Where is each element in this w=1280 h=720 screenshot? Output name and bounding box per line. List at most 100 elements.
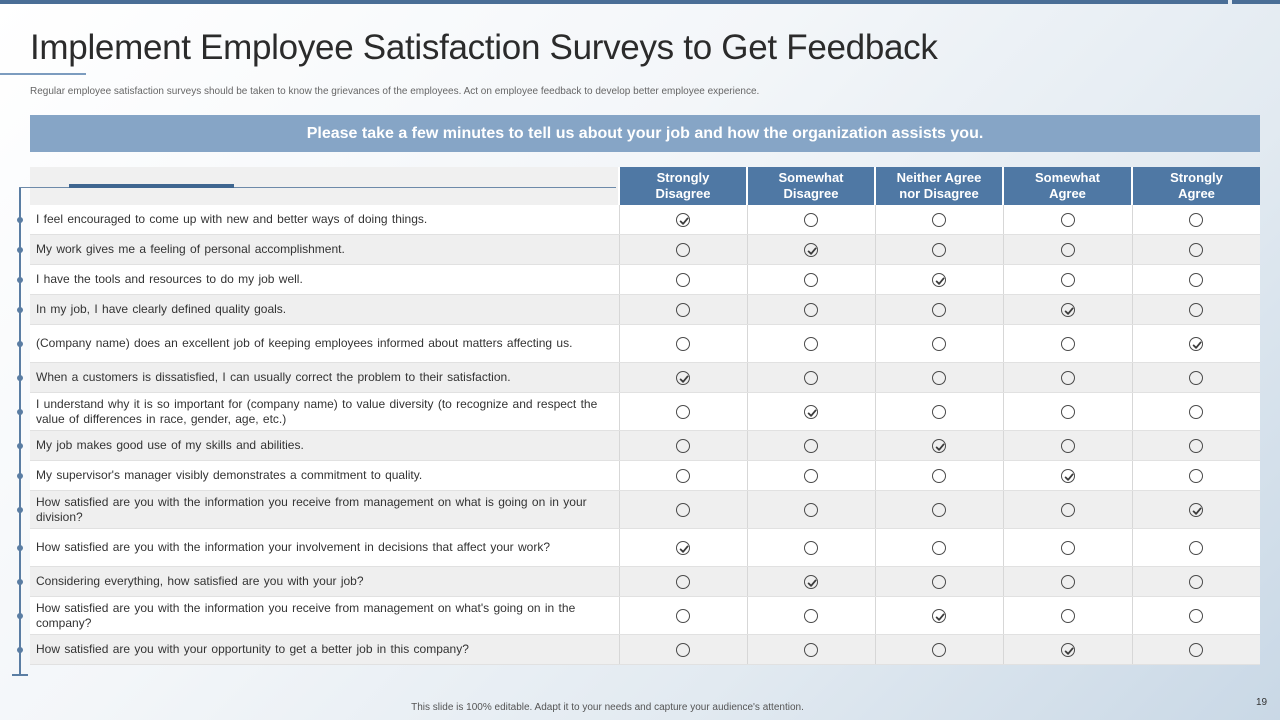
radio-button[interactable] [932,212,946,227]
answer-cell [874,634,1003,665]
radio-button[interactable] [676,336,690,351]
radio-button[interactable] [804,468,818,483]
radio-button[interactable] [676,608,690,623]
radio-button-checked[interactable] [1060,468,1075,483]
title-underline [0,73,86,75]
radio-button[interactable] [804,502,818,517]
answer-cell [746,264,875,295]
checkmark-icon [1064,473,1073,481]
radio-button[interactable] [1189,404,1204,419]
table-row: My work gives me a feeling of personal a… [30,234,1260,265]
radio-button[interactable] [1060,608,1075,623]
radio-button[interactable] [1189,540,1204,555]
radio-button[interactable] [1189,468,1204,483]
radio-button-checked[interactable] [804,242,818,257]
radio-button[interactable] [1189,242,1204,257]
radio-button[interactable] [1060,370,1075,385]
timeline-dot [17,307,23,313]
timeline-dot [17,375,23,381]
radio-button[interactable] [804,272,818,287]
radio-button[interactable] [932,336,946,351]
survey-question: My job makes good use of my skills and a… [30,430,619,461]
radio-button[interactable] [1189,642,1204,657]
answer-cell [1131,634,1260,665]
radio-button[interactable] [804,642,818,657]
radio-button-checked[interactable] [804,574,818,589]
radio-button[interactable] [1189,272,1204,287]
checkmark-icon [1064,647,1073,655]
radio-button[interactable] [1189,438,1204,453]
table-row: How satisfied are you with your opportun… [30,634,1260,665]
survey-table: Strongly Disagree Somewhat Disagree Neithe… [30,167,1260,665]
radio-button-checked[interactable] [1189,336,1204,351]
radio-button[interactable] [1060,574,1075,589]
radio-button[interactable] [1189,370,1204,385]
survey-question: How satisfied are you with the informati… [30,596,619,635]
radio-button[interactable] [1060,212,1075,227]
radio-button[interactable] [1060,336,1075,351]
radio-button[interactable] [932,404,946,419]
timeline-dot [17,579,23,585]
checkmark-icon [807,409,817,417]
survey-question: My supervisor's manager visibly demonstr… [30,460,619,491]
radio-button[interactable] [932,502,946,517]
timeline-dot [17,247,23,253]
radio-button[interactable] [932,468,946,483]
radio-button[interactable] [676,438,690,453]
radio-button[interactable] [1060,438,1075,453]
radio-button[interactable] [932,574,946,589]
radio-button[interactable] [1189,212,1204,227]
radio-button-checked[interactable] [804,404,818,419]
answer-cell [746,205,875,235]
radio-button[interactable] [804,336,818,351]
radio-button[interactable] [1060,502,1075,517]
radio-button[interactable] [676,242,690,257]
radio-button[interactable] [932,642,946,657]
radio-button[interactable] [932,370,946,385]
radio-button-checked[interactable] [1060,642,1075,657]
radio-button-checked[interactable] [1189,502,1204,517]
radio-button[interactable] [1189,302,1204,317]
radio-button-checked[interactable] [676,212,690,227]
radio-button[interactable] [932,540,946,555]
radio-button[interactable] [804,302,818,317]
radio-button[interactable] [1189,574,1204,589]
radio-button[interactable] [804,212,818,227]
answer-cell [874,324,1003,363]
radio-button-checked[interactable] [932,438,946,453]
radio-button-checked[interactable] [932,272,946,287]
column-header-line-1: Strongly [656,170,710,185]
radio-button[interactable] [676,574,690,589]
radio-button[interactable] [1060,272,1075,287]
answer-cell [618,490,747,529]
radio-button[interactable] [1060,540,1075,555]
answer-cell [618,634,747,665]
timeline-dot [17,507,23,513]
answer-cell [746,460,875,491]
radio-button[interactable] [676,502,690,517]
radio-button[interactable] [1189,608,1204,623]
answer-cell [1131,362,1260,393]
radio-button[interactable] [804,608,818,623]
radio-button[interactable] [804,370,818,385]
radio-button-checked[interactable] [676,540,690,555]
radio-button[interactable] [676,468,690,483]
radio-button[interactable] [1060,404,1075,419]
radio-button[interactable] [804,540,818,555]
radio-button[interactable] [676,642,690,657]
radio-button[interactable] [804,438,818,453]
answer-cell [1131,324,1260,363]
radio-button-checked[interactable] [932,608,946,623]
radio-button[interactable] [1060,242,1075,257]
answer-cell [874,596,1003,635]
column-header-line-1: Strongly [1170,170,1223,185]
answer-cell [874,205,1003,235]
radio-button-checked[interactable] [676,370,690,385]
radio-button[interactable] [932,242,946,257]
answer-cell [1131,490,1260,529]
radio-button-checked[interactable] [1060,302,1075,317]
radio-button[interactable] [676,404,690,419]
radio-button[interactable] [676,302,690,317]
radio-button[interactable] [932,302,946,317]
radio-button[interactable] [676,272,690,287]
